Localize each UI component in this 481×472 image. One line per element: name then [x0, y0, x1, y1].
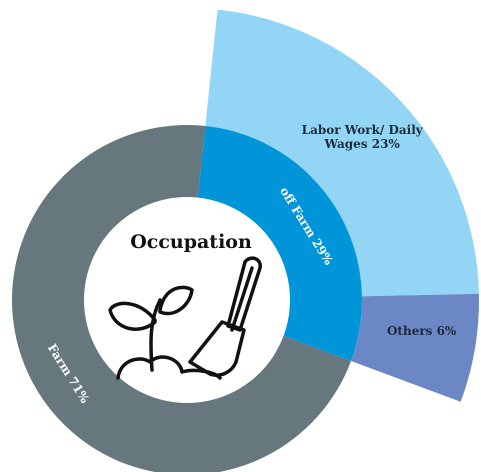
segment	[351, 293, 479, 402]
chart-title: Occupation	[130, 231, 252, 253]
segment-label: Others 6%	[386, 323, 457, 338]
segment-label: Labor Work/ Daily Wages 23%	[301, 122, 423, 151]
icon	[108, 256, 262, 380]
segment	[205, 9, 479, 297]
